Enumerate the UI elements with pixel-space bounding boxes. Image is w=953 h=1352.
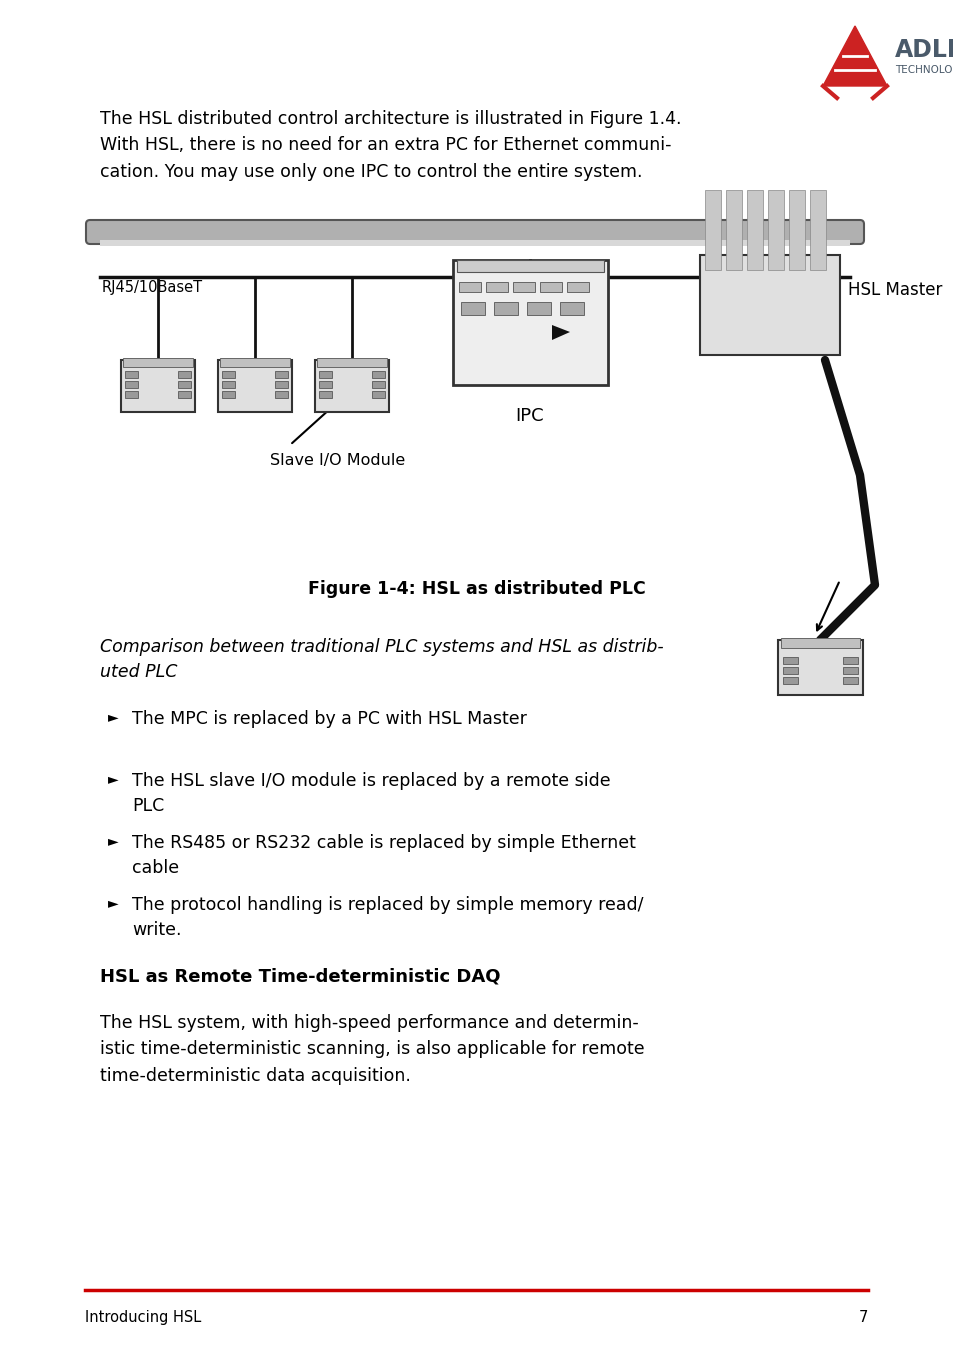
Bar xyxy=(123,358,193,366)
Text: The MPC is replaced by a PC with HSL Master: The MPC is replaced by a PC with HSL Mas… xyxy=(132,710,526,727)
Bar xyxy=(539,283,561,292)
Bar xyxy=(725,191,741,270)
FancyBboxPatch shape xyxy=(86,220,863,243)
Bar xyxy=(700,256,840,356)
Bar xyxy=(218,360,292,412)
Bar xyxy=(778,639,862,695)
Bar xyxy=(314,360,389,412)
Bar xyxy=(316,358,387,366)
Bar xyxy=(372,381,385,388)
Text: Figure 1-4: HSL as distributed PLC: Figure 1-4: HSL as distributed PLC xyxy=(308,580,645,598)
Text: ►: ► xyxy=(108,834,118,848)
Text: ADLINK: ADLINK xyxy=(894,38,953,62)
Bar xyxy=(513,283,535,292)
Bar xyxy=(704,191,720,270)
Polygon shape xyxy=(552,324,569,339)
Text: ►: ► xyxy=(108,896,118,910)
Bar xyxy=(559,301,583,315)
Bar xyxy=(125,370,138,379)
Bar xyxy=(318,370,332,379)
Text: TECHNOLOGY INC.: TECHNOLOGY INC. xyxy=(894,65,953,74)
Bar xyxy=(781,638,859,648)
Text: Comparison between traditional PLC systems and HSL as distrib-
uted PLC: Comparison between traditional PLC syste… xyxy=(100,638,663,681)
Text: Slave I/O Module: Slave I/O Module xyxy=(270,453,405,468)
Bar xyxy=(453,260,607,385)
Bar xyxy=(566,283,588,292)
Bar xyxy=(274,370,288,379)
Bar xyxy=(222,391,234,397)
Bar xyxy=(456,260,603,272)
Bar xyxy=(460,301,484,315)
Polygon shape xyxy=(822,26,886,87)
Text: HSL Master: HSL Master xyxy=(847,281,942,299)
Text: The RS485 or RS232 cable is replaced by simple Ethernet
cable: The RS485 or RS232 cable is replaced by … xyxy=(132,834,636,877)
Bar xyxy=(274,391,288,397)
Bar xyxy=(178,381,191,388)
Text: The HSL system, with high-speed performance and determin-
istic time-determinist: The HSL system, with high-speed performa… xyxy=(100,1014,644,1084)
Bar xyxy=(842,667,857,675)
Text: ►: ► xyxy=(108,710,118,725)
Bar xyxy=(274,381,288,388)
Bar xyxy=(178,370,191,379)
Bar xyxy=(485,283,507,292)
Bar xyxy=(458,283,480,292)
Bar xyxy=(222,370,234,379)
Bar xyxy=(318,381,332,388)
Text: RJ45/10BaseT: RJ45/10BaseT xyxy=(102,280,203,295)
Bar xyxy=(494,301,517,315)
Bar xyxy=(318,391,332,397)
Bar xyxy=(842,677,857,684)
Bar xyxy=(809,191,825,270)
Bar xyxy=(125,391,138,397)
Bar xyxy=(178,391,191,397)
Bar xyxy=(372,370,385,379)
Bar xyxy=(782,667,797,675)
Text: HSL as Remote Time-deterministic DAQ: HSL as Remote Time-deterministic DAQ xyxy=(100,968,500,986)
Bar xyxy=(842,657,857,664)
Bar xyxy=(782,677,797,684)
Text: 7: 7 xyxy=(858,1310,867,1325)
Bar xyxy=(125,381,138,388)
Bar xyxy=(121,360,194,412)
Text: The HSL slave I/O module is replaced by a remote side
PLC: The HSL slave I/O module is replaced by … xyxy=(132,772,610,815)
Text: The protocol handling is replaced by simple memory read/
write.: The protocol handling is replaced by sim… xyxy=(132,896,643,940)
Text: IPC: IPC xyxy=(516,407,544,425)
Bar xyxy=(746,191,762,270)
Bar xyxy=(767,191,783,270)
Bar xyxy=(222,381,234,388)
Bar xyxy=(220,358,290,366)
Bar xyxy=(788,191,804,270)
Bar xyxy=(100,241,849,246)
Text: Introducing HSL: Introducing HSL xyxy=(85,1310,201,1325)
Text: The HSL distributed control architecture is illustrated in Figure 1.4.
With HSL,: The HSL distributed control architecture… xyxy=(100,110,680,181)
Bar xyxy=(526,301,551,315)
Bar xyxy=(782,657,797,664)
Text: ►: ► xyxy=(108,772,118,786)
Bar xyxy=(372,391,385,397)
